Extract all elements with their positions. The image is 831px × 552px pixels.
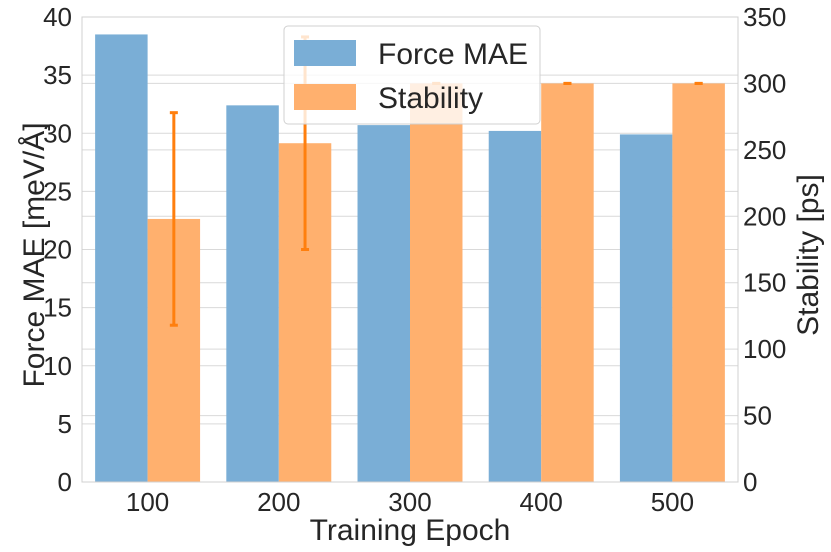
y-tick-label-left: 25 (43, 176, 72, 206)
y-axis-label-right: Stability [ps] (792, 174, 825, 336)
y-tick-label-left: 35 (43, 60, 72, 90)
x-tick-label: 500 (651, 487, 694, 517)
x-tick-label: 100 (126, 487, 169, 517)
ticks: 100 200 300 400 5000510152025303540050100150… (43, 2, 786, 517)
y-tick-label-left: 0 (58, 467, 72, 497)
legend-swatch-force-mae (294, 40, 356, 66)
legend: Force MAE Stability (283, 25, 541, 125)
y-tick-label-right: 0 (743, 467, 757, 497)
plot-frame (81, 16, 739, 483)
y-tick-label-left: 5 (58, 409, 72, 439)
y-tick-label-right: 150 (743, 268, 786, 298)
bars (95, 34, 725, 483)
y-tick-label-right: 250 (743, 135, 786, 165)
legend-label-stability: Stability (378, 82, 483, 115)
y-tick-label-right: 300 (743, 68, 786, 98)
bar-force-mae (226, 105, 279, 482)
y-tick-label-left: 30 (43, 118, 72, 148)
y-axis-label-left: Force MAE [meV/Å] (18, 122, 51, 387)
y-tick-label-left: 40 (43, 2, 72, 32)
legend-swatch-stability (294, 84, 356, 110)
bar-force-mae (619, 134, 673, 482)
y-tick-label-right: 50 (743, 401, 772, 431)
bar-force-mae (488, 130, 542, 483)
bar-stability (410, 83, 463, 482)
y-tick-label-right: 200 (743, 201, 786, 231)
legend-label-force-mae: Force MAE (378, 38, 528, 71)
x-tick-label: 300 (388, 487, 431, 517)
bar-force-mae (95, 34, 148, 482)
x-axis-label: Training Epoch (310, 514, 511, 547)
y-tick-label-left: 20 (43, 235, 72, 265)
y-tick-label-right: 100 (743, 334, 786, 364)
bar-stability (672, 83, 725, 482)
y-tick-label-right: 350 (743, 2, 786, 32)
bar-stability (541, 83, 594, 482)
x-tick-label: 200 (257, 487, 300, 517)
y-tick-label-left: 15 (43, 293, 72, 323)
y-tick-label-left: 10 (43, 351, 72, 381)
x-tick-label: 400 (520, 487, 563, 517)
bar-force-mae (357, 125, 410, 483)
